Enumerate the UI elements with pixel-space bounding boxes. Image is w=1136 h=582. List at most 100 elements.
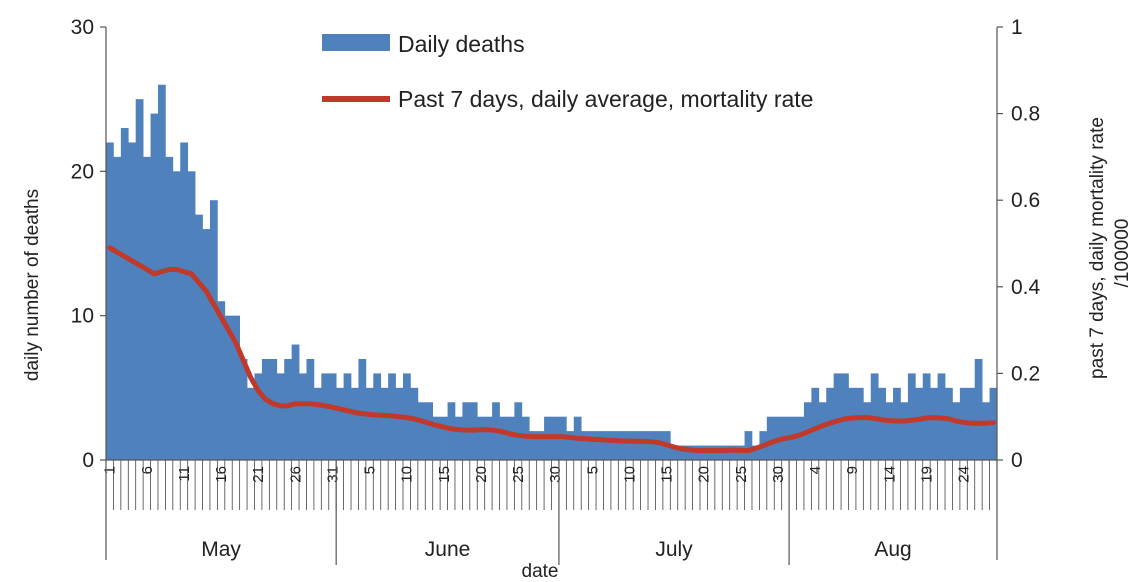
bar	[685, 445, 693, 460]
bar	[358, 358, 367, 460]
bar	[655, 431, 664, 460]
bar	[633, 431, 641, 460]
bar	[477, 416, 486, 460]
y2-tick-label: 0.4	[1011, 276, 1041, 299]
y-tick-label: 20	[71, 160, 94, 183]
bar	[380, 387, 389, 460]
bar	[336, 387, 344, 460]
bar	[529, 431, 537, 460]
bar	[863, 402, 872, 460]
bar	[365, 387, 374, 460]
bar	[581, 431, 589, 460]
bar	[506, 416, 515, 460]
bar	[343, 373, 352, 460]
legend: Daily deaths Past 7 days, daily average,…	[322, 31, 813, 112]
x-axis-title: date	[522, 561, 559, 582]
day-tick-label: 25	[733, 466, 750, 483]
bar	[284, 358, 292, 460]
bar	[306, 358, 315, 460]
day-tick-label: 31	[324, 466, 341, 483]
bar	[328, 373, 337, 460]
axes-layer: 0 10 20 30 0 0.2 0.4 0.6 0.8 1 May June July Aug	[71, 16, 1041, 565]
bar	[811, 387, 820, 460]
bar	[269, 358, 278, 460]
legend-label-daily-deaths: Daily deaths	[398, 31, 525, 57]
bar	[618, 431, 627, 460]
bar	[165, 156, 174, 460]
bar	[299, 373, 307, 460]
day-tick-label: 16	[213, 466, 230, 483]
day-tick-label: 24	[956, 466, 973, 483]
bar	[143, 156, 151, 460]
bar	[135, 99, 144, 461]
day-tick-label: 10	[621, 466, 638, 483]
bars-layer	[106, 84, 998, 461]
y2-axis-title-line2: /100000	[1112, 219, 1133, 288]
day-tick-label: 4	[807, 466, 824, 474]
bar	[499, 416, 508, 460]
bar	[610, 431, 619, 460]
bar	[425, 402, 434, 460]
day-tick-label: 26	[287, 466, 304, 483]
day-tick-label: 19	[918, 466, 935, 483]
bar	[907, 373, 916, 460]
line-layer	[107, 245, 996, 453]
y2-axis-title-line1: past 7 days, daily mortality rate	[1087, 117, 1108, 379]
y-tick-label: 10	[71, 305, 94, 328]
bar	[106, 142, 114, 460]
bar	[729, 445, 738, 460]
bar	[209, 200, 218, 460]
y-tick-label: 30	[71, 16, 94, 39]
day-tick-label: 11	[176, 466, 193, 482]
bar	[893, 387, 901, 460]
bar	[945, 387, 953, 460]
day-tick-label: 20	[473, 466, 490, 483]
bar	[818, 402, 827, 460]
bar	[603, 431, 612, 460]
bar	[766, 416, 775, 460]
bar	[514, 402, 523, 460]
bar	[410, 387, 419, 460]
bar	[395, 387, 404, 460]
y-axis-title: daily number of deaths	[22, 189, 43, 381]
month-label: Aug	[874, 538, 911, 561]
legend-label-mortality-rate: Past 7 days, daily average, mortality ra…	[398, 86, 813, 112]
day-tick-label: 30	[770, 466, 787, 483]
bar	[180, 142, 189, 460]
day-tick-label: 14	[881, 466, 898, 483]
mortality-rate-line	[107, 245, 996, 453]
bar	[982, 402, 990, 460]
day-tick-label: 25	[510, 466, 527, 483]
bar	[878, 387, 886, 460]
bar	[566, 431, 575, 460]
bar	[417, 402, 426, 460]
bar	[974, 358, 983, 460]
bar	[321, 373, 330, 460]
bar	[261, 358, 270, 460]
bar	[930, 387, 938, 460]
bar	[640, 431, 649, 460]
bar	[796, 416, 805, 460]
bar	[232, 315, 240, 460]
y2-tick-label: 0	[1011, 449, 1023, 472]
month-label: July	[655, 538, 693, 561]
bar	[596, 431, 604, 460]
bar	[751, 445, 760, 460]
bar	[536, 431, 545, 460]
bar	[239, 358, 248, 460]
day-tick-label: 9	[844, 466, 861, 474]
legend-swatch-daily-deaths	[322, 34, 390, 51]
bar	[744, 431, 753, 460]
day-tick-label: 1	[102, 466, 119, 474]
bar	[670, 445, 679, 460]
bar	[276, 373, 285, 460]
bar	[677, 445, 686, 460]
day-tick-label: 6	[139, 466, 156, 474]
bar	[454, 416, 463, 460]
day-ticks-layer: 1 6 11 16 21 26 31 5 10 15 20 25 30 5 10 15 20 25 30 4 9 14 19…	[102, 460, 998, 510]
y-tick-label: 0	[82, 449, 94, 472]
day-tick-label: 30	[547, 466, 564, 483]
bar	[113, 156, 122, 460]
